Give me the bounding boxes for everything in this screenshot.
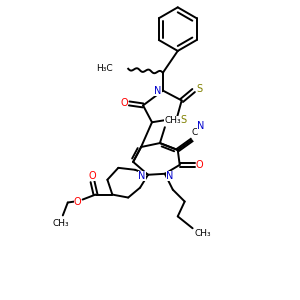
Text: N: N — [166, 171, 173, 181]
Text: O: O — [74, 196, 82, 206]
Text: O: O — [89, 171, 96, 181]
Text: N: N — [154, 85, 162, 96]
Text: CH₃: CH₃ — [164, 116, 181, 125]
Text: N: N — [138, 171, 146, 181]
Text: O: O — [120, 98, 128, 108]
Text: H₃C: H₃C — [96, 64, 112, 73]
Text: CH₃: CH₃ — [194, 229, 211, 238]
Text: N: N — [197, 121, 204, 131]
Text: C: C — [191, 128, 198, 137]
Text: CH₃: CH₃ — [52, 219, 69, 228]
Text: S: S — [196, 84, 202, 94]
Text: S: S — [181, 115, 187, 125]
Text: O: O — [196, 160, 203, 170]
